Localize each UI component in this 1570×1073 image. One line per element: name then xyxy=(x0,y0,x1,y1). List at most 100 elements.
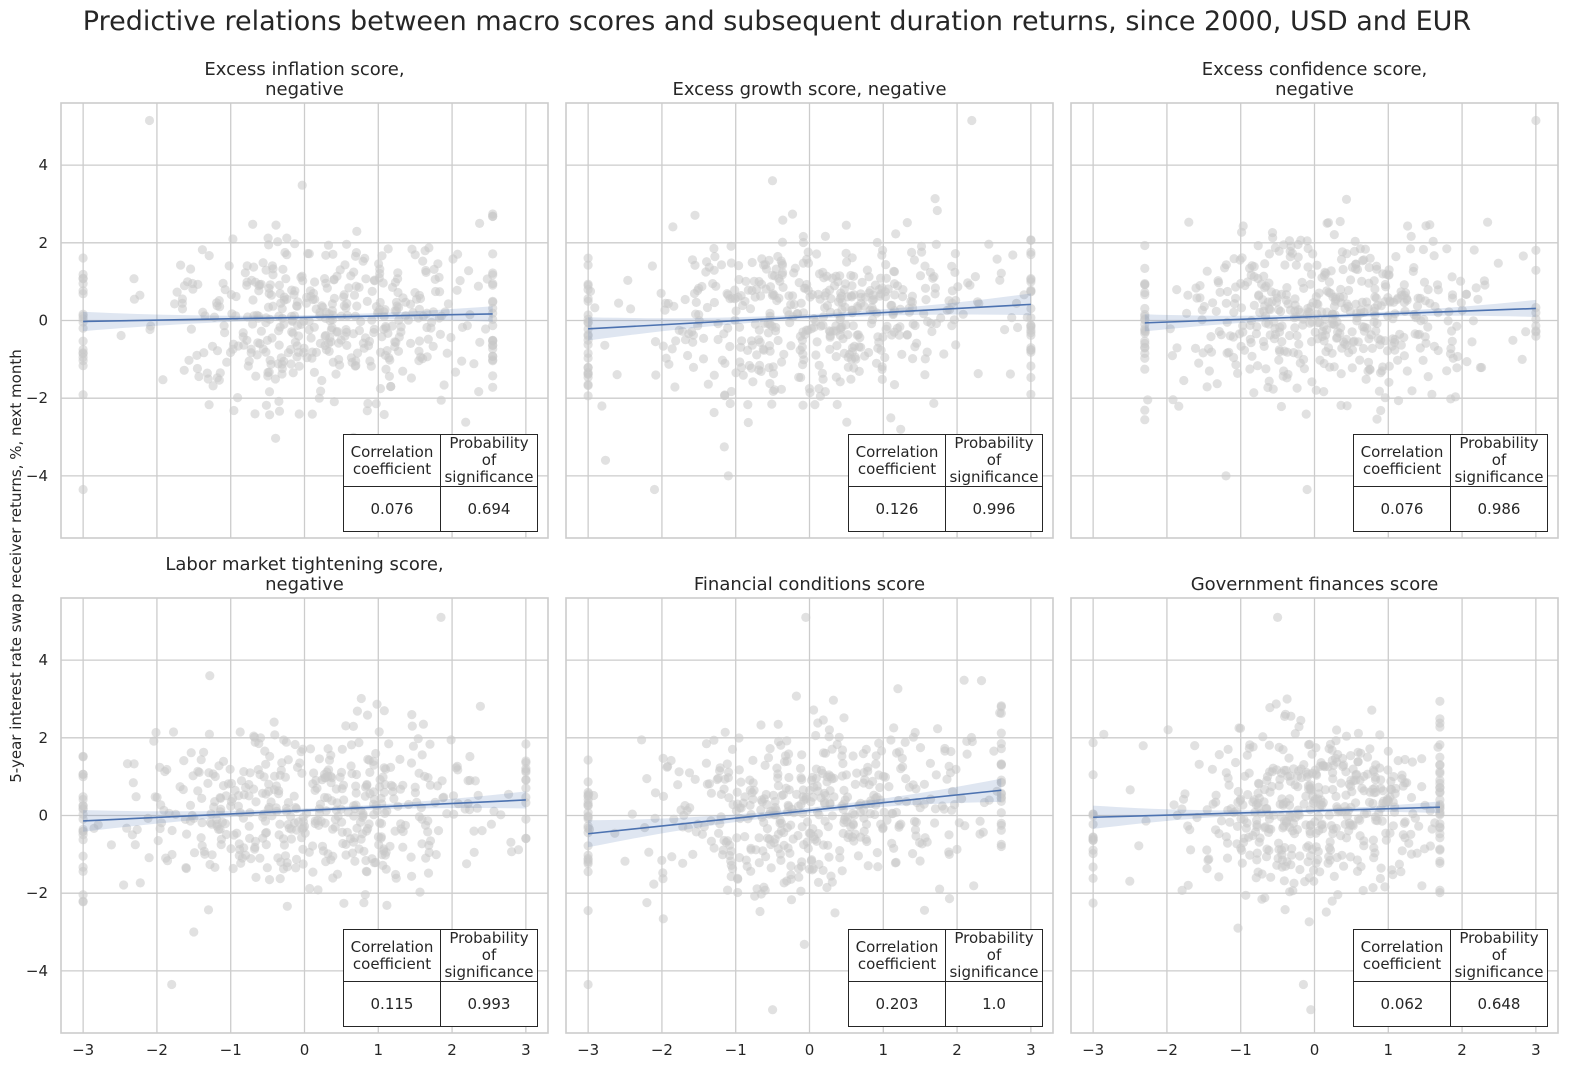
scatter-point xyxy=(122,759,133,769)
scatter-point xyxy=(417,839,427,849)
scatter-point xyxy=(796,298,806,308)
scatter-point xyxy=(719,784,729,794)
scatter-point xyxy=(894,330,904,340)
scatter-point xyxy=(745,304,756,314)
scatter-point xyxy=(1206,347,1217,357)
scatter-point xyxy=(733,873,743,884)
scatter-point xyxy=(347,769,357,779)
scatter-point xyxy=(246,348,256,358)
scatter-point xyxy=(418,256,428,266)
scatter-point xyxy=(386,780,396,791)
scatter-point xyxy=(1260,893,1270,903)
x-tick-label: −2 xyxy=(146,1041,168,1059)
scatter-point xyxy=(346,740,357,750)
scatter-point xyxy=(1418,355,1428,365)
scatter-point xyxy=(406,373,416,383)
scatter-point xyxy=(1311,385,1321,395)
scatter-point xyxy=(1005,369,1016,379)
scatter-point xyxy=(256,279,266,289)
scatter-point xyxy=(1362,323,1372,333)
scatter-point xyxy=(1202,805,1212,815)
scatter-point xyxy=(796,799,806,810)
scatter-point xyxy=(488,351,498,361)
scatter-point xyxy=(583,310,593,320)
scatter-point xyxy=(1381,835,1391,845)
scatter-point xyxy=(372,699,382,709)
scatter-point xyxy=(379,706,389,716)
x-tick-label: −2 xyxy=(651,1041,673,1059)
scatter-point xyxy=(1271,699,1281,709)
scatter-point xyxy=(1307,377,1317,387)
scatter-point xyxy=(726,846,736,856)
scatter-point xyxy=(1240,771,1250,781)
scatter-point xyxy=(1418,244,1428,255)
scatter-point xyxy=(78,890,88,900)
scatter-point xyxy=(891,857,901,868)
scatter-point xyxy=(1306,1005,1316,1015)
scatter-point xyxy=(877,374,887,384)
scatter-point xyxy=(658,791,669,802)
scatter-point xyxy=(1369,853,1379,863)
scatter-point xyxy=(389,794,399,804)
scatter-point xyxy=(242,261,252,271)
scatter-point xyxy=(975,829,985,839)
scatter-point xyxy=(1341,731,1352,741)
scatter-point xyxy=(1237,227,1247,237)
scatter-point xyxy=(116,330,126,341)
scatter-point xyxy=(775,276,785,286)
scatter-point xyxy=(967,736,977,747)
scatter-point xyxy=(814,269,825,279)
scatter-point xyxy=(1350,236,1360,246)
scatter-point xyxy=(244,821,254,831)
scatter-point xyxy=(288,368,298,378)
scatter-point xyxy=(583,828,593,838)
scatter-point xyxy=(583,867,593,877)
scatter-point xyxy=(398,780,408,790)
panel-3: Excess confidence score,negative xyxy=(1070,59,1559,539)
scatter-point xyxy=(1317,307,1327,317)
scatter-point xyxy=(1390,345,1400,355)
scatter-point xyxy=(197,245,207,255)
y-tick-label: 2 xyxy=(38,234,48,252)
scatter-point xyxy=(701,739,712,749)
scatter-point xyxy=(898,285,908,295)
scatter-point xyxy=(150,792,160,802)
x-tick-label: −3 xyxy=(72,1041,94,1059)
scatter-point xyxy=(701,267,711,277)
scatter-point xyxy=(768,1005,778,1015)
scatter-point xyxy=(465,751,475,762)
scatter-point xyxy=(736,777,746,787)
scatter-point xyxy=(824,725,835,735)
scatter-point xyxy=(766,863,776,873)
scatter-point xyxy=(316,816,326,827)
scatter-point xyxy=(768,790,779,801)
scatter-point xyxy=(661,353,671,363)
scatter-point xyxy=(418,354,428,364)
scatter-point xyxy=(156,800,166,810)
scatter-point xyxy=(814,384,824,394)
confidence-band xyxy=(1093,801,1440,829)
scatter-point xyxy=(267,261,277,271)
scatter-point xyxy=(723,471,733,481)
scatter-point xyxy=(1289,878,1299,888)
scatter-point xyxy=(1359,255,1369,265)
scatter-point xyxy=(818,865,828,876)
scatter-point xyxy=(321,250,331,260)
scatter-point xyxy=(803,285,813,295)
scatter-point xyxy=(723,773,733,783)
scatter-point xyxy=(1225,331,1235,341)
scatter-point xyxy=(277,369,287,379)
scatter-point xyxy=(308,779,318,789)
scatter-point xyxy=(1008,250,1018,260)
scatter-point xyxy=(1319,336,1329,346)
scatter-point xyxy=(801,612,811,623)
scatter-point xyxy=(1531,265,1541,275)
scatter-point xyxy=(313,885,323,895)
scatter-point xyxy=(132,825,142,835)
scatter-point xyxy=(1372,414,1382,424)
x-tick-label: 3 xyxy=(1026,1041,1036,1059)
scatter-point xyxy=(263,233,273,243)
scatter-point xyxy=(1287,850,1297,860)
scatter-point xyxy=(1388,870,1398,880)
scatter-point xyxy=(1355,815,1365,825)
